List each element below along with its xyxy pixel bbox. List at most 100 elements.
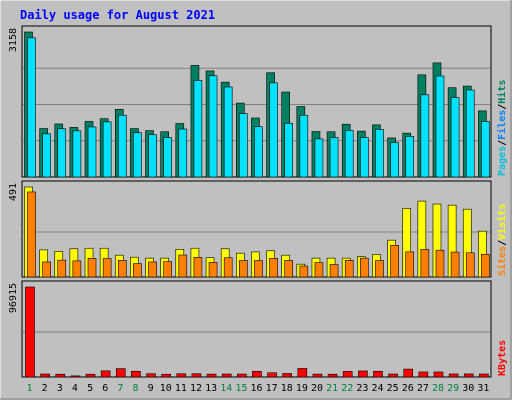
x-tick-label-day-12: 12: [190, 383, 202, 394]
x-tick-label-day-29: 29: [447, 383, 459, 394]
x-tick-label-day-15: 15: [235, 383, 247, 394]
bar-sites-day-14: [223, 257, 233, 278]
chart-panels: 315849196915Pages/Files/HitsSites/Visits…: [8, 25, 508, 378]
bar-kbytes-day-6: [100, 370, 111, 378]
bar-sites-day-17: [269, 258, 278, 278]
bar-kbytes-day-28: [433, 371, 444, 378]
bar-kbytes-day-25: [388, 373, 398, 378]
bar-sites-day-12: [193, 257, 203, 278]
bar-files-day-9: [148, 134, 157, 178]
bar-files-day-21: [329, 137, 339, 178]
bar-sites-day-27: [420, 249, 430, 278]
bar-sites-day-18: [284, 260, 293, 278]
bar-sites-day-28: [435, 249, 445, 278]
bar-files-day-18: [284, 122, 293, 178]
x-tick-label-day-14: 14: [220, 383, 232, 394]
bar-kbytes-day-21: [327, 373, 338, 378]
bar-sites-day-19: [299, 265, 309, 278]
bar-files-day-14: [223, 86, 233, 178]
bar-sites-day-9: [148, 261, 157, 278]
legend-kbytes: KBytes: [497, 340, 508, 376]
bar-kbytes-day-20: [312, 373, 323, 378]
bar-files-day-11: [178, 128, 188, 178]
bar-kbytes-day-12: [191, 373, 202, 378]
bar-kbytes-day-16: [252, 371, 262, 378]
x-tick-label-day-30: 30: [462, 383, 474, 394]
bar-kbytes-day-14: [221, 373, 232, 378]
legend-entry-files: Files: [496, 110, 508, 140]
bar-files-day-4: [72, 130, 82, 178]
x-tick-label-day-7: 7: [117, 383, 123, 394]
x-tick-label-day-8: 8: [132, 383, 138, 394]
bar-kbytes-day-13: [206, 373, 217, 378]
bar-sites-day-21: [329, 264, 339, 278]
x-tick-label-day-24: 24: [372, 383, 384, 394]
x-tick-label-day-4: 4: [72, 383, 78, 394]
bar-sites-day-22: [344, 260, 354, 278]
bar-sites-day-20: [314, 262, 324, 278]
max-label-sites_visits: 491: [8, 183, 19, 201]
legend-entry-hits: Hits: [496, 80, 508, 104]
bar-files-day-8: [133, 132, 142, 178]
bar-files-day-5: [87, 126, 97, 178]
bar-files-day-7: [117, 114, 127, 178]
bar-sites-day-31: [481, 253, 490, 278]
x-tick-label-day-28: 28: [432, 383, 444, 394]
bar-files-day-1: [27, 37, 36, 178]
bar-files-day-13: [208, 75, 218, 178]
bar-files-day-25: [390, 142, 399, 178]
bar-sites-day-15: [239, 260, 248, 278]
bar-kbytes-day-7: [115, 368, 126, 378]
bar-kbytes-day-15: [237, 373, 247, 378]
legend-separator: /: [497, 104, 508, 110]
bar-files-day-17: [269, 82, 278, 178]
bar-files-day-3: [57, 128, 67, 178]
bar-sites-day-11: [178, 254, 188, 278]
bar-kbytes-day-17: [267, 372, 277, 378]
x-tick-label-day-11: 11: [175, 383, 187, 394]
bar-files-day-26: [405, 136, 415, 178]
bar-files-day-30: [465, 89, 475, 178]
bar-files-day-20: [314, 138, 324, 178]
bar-kbytes-day-22: [342, 371, 353, 378]
bar-kbytes-day-3: [55, 373, 66, 378]
x-tick-label-day-16: 16: [250, 383, 262, 394]
bar-kbytes-day-19: [297, 368, 308, 378]
bar-sites-day-6: [102, 258, 112, 278]
bar-sites-day-29: [450, 251, 460, 278]
x-tick-label-day-19: 19: [296, 383, 308, 394]
bar-sites-day-25: [390, 244, 399, 278]
bar-sites-day-4: [72, 260, 82, 278]
bar-kbytes-day-27: [418, 371, 429, 378]
bar-kbytes-day-1: [25, 286, 35, 378]
bar-files-day-22: [344, 130, 354, 178]
x-tick-label-day-3: 3: [57, 383, 63, 394]
x-tick-label-day-13: 13: [205, 383, 217, 394]
bar-kbytes-day-11: [176, 373, 187, 378]
bar-kbytes-day-10: [161, 373, 171, 378]
legend-sites_visits: Sites/Visits: [496, 204, 508, 276]
bar-sites-day-5: [87, 258, 97, 278]
bar-files-day-28: [435, 75, 445, 178]
max-label-hits_files: 3158: [8, 28, 19, 52]
bar-kbytes-day-29: [448, 373, 459, 378]
bar-files-day-29: [450, 97, 460, 178]
bar-sites-day-16: [254, 260, 263, 278]
x-tick-label-day-23: 23: [356, 383, 368, 394]
bar-sites-day-23: [360, 257, 369, 278]
bar-kbytes-day-31: [479, 373, 489, 378]
bar-kbytes-day-30: [463, 373, 474, 378]
bar-sites-day-2: [42, 261, 51, 278]
bar-kbytes-day-8: [131, 370, 141, 378]
bar-kbytes-day-4: [70, 375, 81, 378]
x-tick-label-day-2: 2: [42, 383, 48, 394]
bar-sites-day-3: [57, 259, 67, 278]
legend-entry-sites: Sites: [496, 246, 508, 276]
x-tick-label-day-1: 1: [27, 383, 33, 394]
bar-sites-day-24: [375, 260, 384, 278]
bar-files-day-2: [42, 133, 51, 178]
bar-sites-day-26: [405, 251, 415, 278]
bar-files-day-6: [102, 121, 112, 178]
bar-kbytes-day-5: [85, 373, 96, 378]
bar-files-day-24: [375, 129, 384, 178]
